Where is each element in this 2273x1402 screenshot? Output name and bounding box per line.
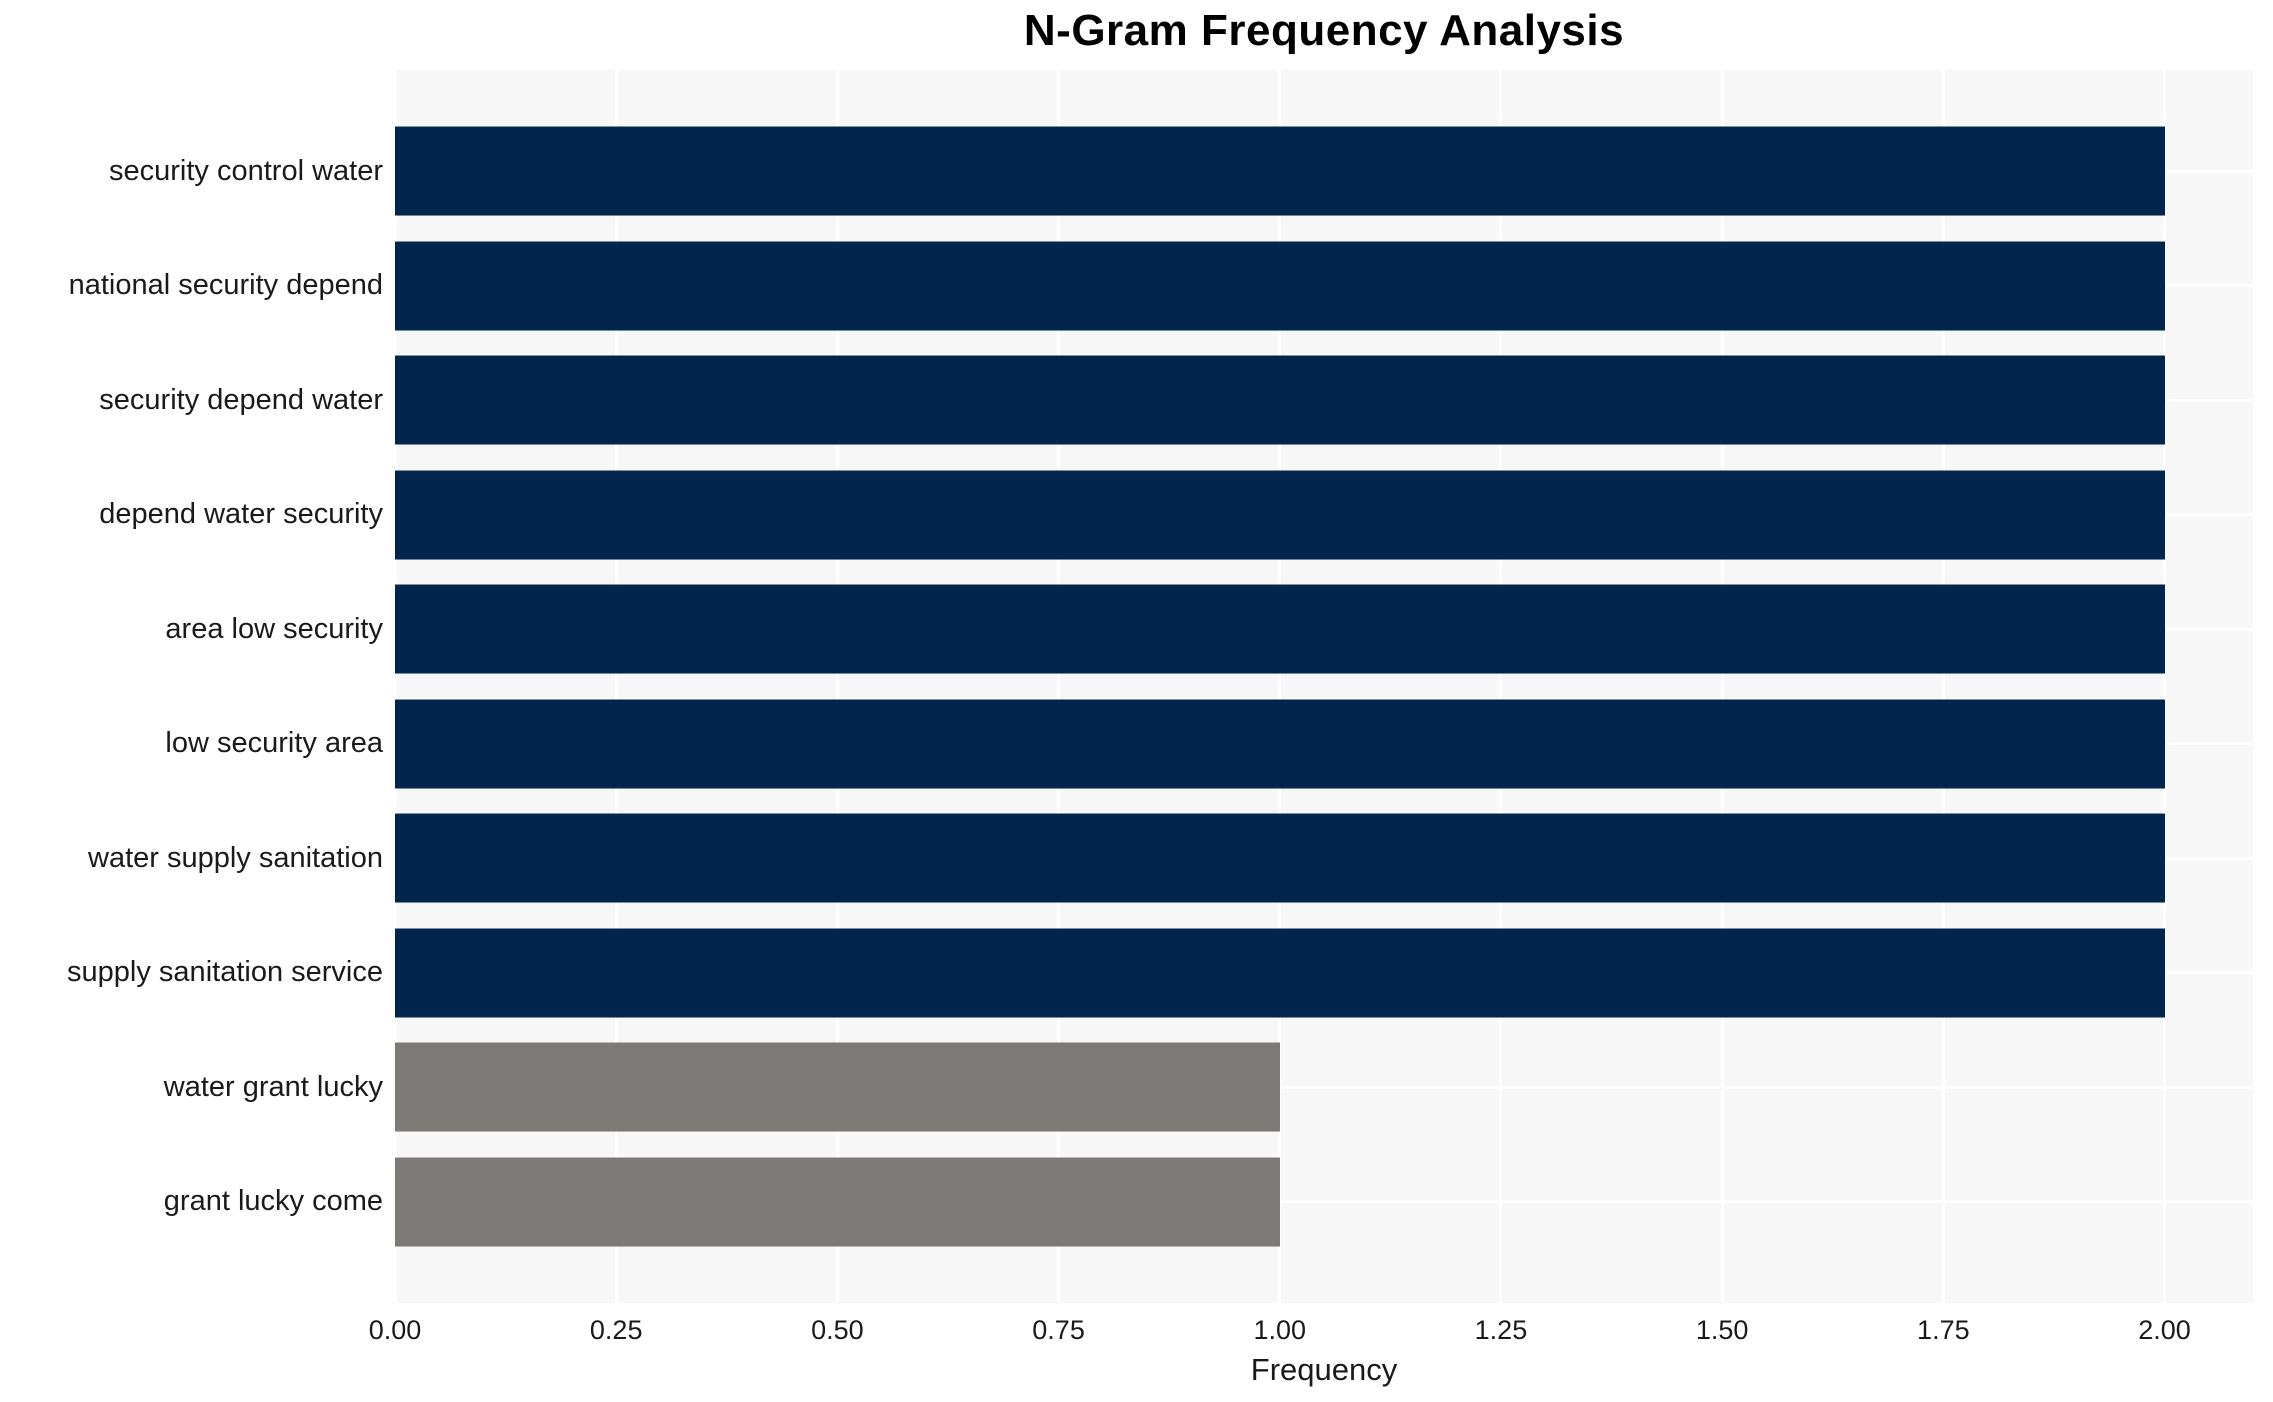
bar-row (395, 916, 2253, 1031)
x-tick-label: 2.00 (2138, 1315, 2191, 1345)
vertical-gridline (395, 70, 397, 1303)
y-tick-label: security control water (109, 154, 383, 187)
vertical-gridline (1499, 70, 1503, 1303)
vertical-gridline (1057, 70, 1061, 1303)
x-tick-label: 0.75 (1032, 1315, 1085, 1345)
y-tick-label: national security depend (68, 269, 383, 302)
vertical-gridline (2163, 70, 2167, 1303)
x-axis-label: Frequency (1250, 1352, 1398, 1387)
vertical-gridline (835, 70, 839, 1303)
bar-water-grant-lucky (395, 1042, 1280, 1132)
bar-national-security-depend (395, 241, 2165, 331)
y-tick-label: area low security (165, 612, 383, 645)
bar-supply-sanitation-service (395, 928, 2165, 1018)
x-tick-label: 1.50 (1695, 1315, 1749, 1345)
bar-grant-lucky-come (395, 1157, 1280, 1247)
vertical-gridline (1941, 70, 1945, 1303)
x-axis-ticks: 0.00 0.25 0.50 0.75 1.00 1.25 1.50 1.75 2.00 (369, 1307, 2253, 1353)
bar-row (395, 343, 2253, 458)
plot-area (395, 70, 2253, 1303)
y-axis-labels: security control water national security … (0, 114, 383, 1259)
x-tick-label: 1.25 (1474, 1315, 1528, 1345)
x-tick-label: 1.00 (1253, 1315, 1307, 1345)
y-tick-label: depend water security (99, 498, 383, 531)
bar-rows (395, 114, 2253, 1259)
y-tick-label: low security area (165, 727, 383, 760)
bar-water-supply-sanitation (395, 813, 2165, 903)
x-tick-label: 0.50 (811, 1315, 864, 1345)
y-tick-label: security depend water (99, 383, 383, 416)
bar-row (395, 801, 2253, 916)
x-tick-label: 0.25 (589, 1315, 643, 1345)
y-tick-label: supply sanitation service (67, 956, 383, 989)
x-tick-label: 0.00 (368, 1315, 422, 1345)
bar-security-control-water (395, 126, 2165, 216)
vertical-gridline (614, 70, 618, 1303)
bar-row (395, 1145, 2253, 1260)
vertical-gridline (1720, 70, 1724, 1303)
bar-depend-water-security (395, 470, 2165, 560)
bar-row (395, 572, 2253, 687)
bar-security-depend-water (395, 355, 2165, 445)
x-tick-label: 1.75 (1917, 1315, 1970, 1345)
horizontal-gridline (395, 1200, 2253, 1204)
bar-row (395, 114, 2253, 229)
horizontal-gridline (395, 1085, 2253, 1089)
y-tick-label: grant lucky come (163, 1185, 383, 1218)
bar-row (395, 687, 2253, 802)
chart-title: N-Gram Frequency Analysis (1023, 6, 1625, 55)
bar-row (395, 458, 2253, 573)
bar-area-low-security (395, 584, 2165, 674)
vertical-gridline (1278, 70, 1282, 1303)
bar-row (395, 1030, 2253, 1145)
y-tick-label: water grant lucky (163, 1070, 383, 1103)
y-tick-label: water supply sanitation (88, 841, 383, 874)
bar-row (395, 229, 2253, 344)
bar-low-security-area (395, 699, 2165, 789)
